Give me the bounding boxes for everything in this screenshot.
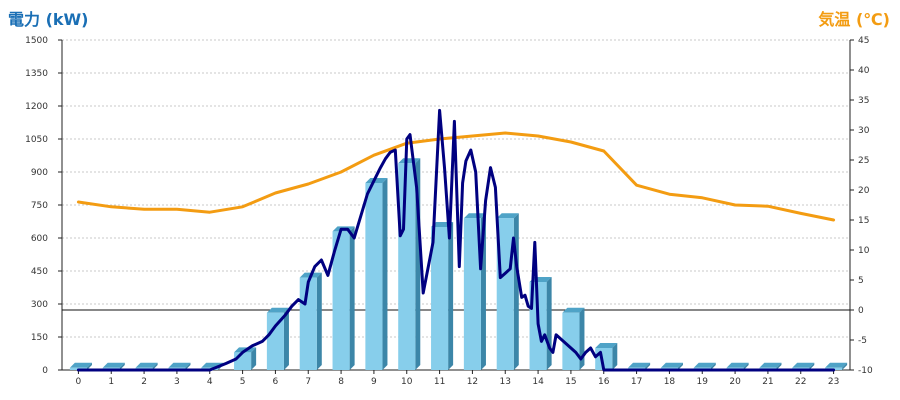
x-tick-label: 19: [697, 377, 709, 387]
bar-side: [119, 362, 125, 370]
bar-top: [726, 362, 749, 368]
x-tick-label: 18: [664, 377, 676, 387]
y-left-tick-label: 600: [31, 234, 48, 244]
bar-top: [463, 213, 486, 219]
x-tick-label: 14: [532, 377, 544, 387]
bar-side: [152, 362, 158, 370]
y-left-tick-label: 1200: [25, 102, 48, 112]
x-tick-label: 11: [434, 377, 445, 387]
bar: [463, 218, 481, 370]
y-right-tick-label: 0: [858, 306, 864, 316]
y-right-tick-label: 25: [858, 156, 869, 166]
y-right-tick-label: 10: [858, 246, 870, 256]
x-tick-label: 23: [828, 377, 839, 387]
y-left-tick-label: 1350: [25, 69, 48, 79]
y-left-tick-label: 750: [31, 201, 48, 211]
bar-side: [743, 362, 749, 370]
bar-side: [809, 362, 815, 370]
y-right-tick-label: 5: [858, 276, 864, 286]
x-tick-label: 15: [565, 377, 576, 387]
bar-side: [645, 362, 651, 370]
bar-side: [382, 178, 388, 370]
y-right-tick-label: 20: [858, 186, 870, 196]
x-tick-label: 3: [174, 377, 180, 387]
bar-side: [546, 277, 552, 370]
x-tick-label: 16: [598, 377, 610, 387]
bar-side: [612, 343, 618, 370]
bar-side: [251, 347, 257, 370]
y-left-tick-label: 0: [42, 366, 48, 376]
x-tick-label: 12: [467, 377, 478, 387]
bar-side: [710, 362, 716, 370]
bar: [398, 163, 416, 370]
bar-side: [579, 307, 585, 370]
bar-top: [69, 362, 92, 368]
bar: [332, 231, 350, 370]
y-right-tick-label: 35: [858, 96, 869, 106]
bar-top: [168, 362, 191, 368]
x-tick-label: 22: [795, 377, 806, 387]
left-axis-title: 電力 (kW): [8, 10, 89, 29]
bar: [234, 352, 252, 370]
y-right-tick-label: 45: [858, 36, 869, 46]
bar: [431, 227, 449, 370]
x-tick-label: 5: [240, 377, 246, 387]
bar-side: [513, 213, 519, 370]
y-left-tick-label: 1500: [25, 36, 48, 46]
x-tick-label: 13: [500, 377, 511, 387]
power-line: [76, 108, 836, 372]
bar: [496, 218, 514, 370]
bar-side: [185, 362, 191, 370]
y-right-tick-label: 40: [858, 66, 870, 76]
x-tick-label: 7: [305, 377, 311, 387]
bar-top: [825, 362, 848, 368]
y-right-tick-label: -5: [858, 336, 867, 346]
bar-side: [86, 362, 92, 370]
bar-side: [349, 226, 355, 370]
x-tick-label: 6: [273, 377, 279, 387]
bar-top: [759, 362, 782, 368]
x-tick-label: 10: [401, 377, 413, 387]
bar-side: [776, 362, 782, 370]
y-left-tick-label: 900: [31, 168, 48, 178]
bar-top: [365, 178, 388, 183]
y-left-tick-label: 150: [31, 333, 48, 343]
x-tick-label: 9: [371, 377, 377, 387]
y-right-tick-label: 30: [858, 126, 870, 136]
x-tick-label: 21: [762, 377, 773, 387]
y-right-tick-label: -10: [858, 366, 873, 376]
bar-top: [660, 362, 683, 368]
x-tick-label: 4: [207, 377, 213, 387]
bar-side: [448, 222, 454, 370]
bar-top: [496, 213, 519, 219]
x-tick-label: 0: [76, 377, 82, 387]
bar-top: [102, 362, 125, 368]
bar-top: [266, 307, 289, 313]
y-right-tick-label: 15: [858, 216, 869, 226]
x-tick-label: 20: [729, 377, 741, 387]
bar-side: [842, 362, 848, 370]
bar: [266, 312, 284, 370]
bar-top: [135, 362, 158, 368]
y-left-tick-label: 300: [31, 300, 48, 310]
bar: [562, 312, 580, 370]
bar-top: [693, 362, 716, 368]
bar-top: [595, 343, 618, 348]
bar: [365, 183, 383, 370]
y-left-tick-label: 450: [31, 267, 48, 277]
bar-top: [792, 362, 815, 368]
y-left-tick-label: 1050: [25, 135, 48, 145]
bar-side: [316, 272, 322, 370]
x-tick-label: 2: [141, 377, 147, 387]
x-tick-label: 8: [338, 377, 344, 387]
bar-top: [628, 362, 651, 368]
bar-side: [677, 362, 683, 370]
bar-top: [562, 307, 585, 313]
bar-side: [283, 307, 289, 370]
right-axis-title: 気温 (℃): [818, 10, 890, 29]
x-tick-label: 1: [108, 377, 114, 387]
x-tick-label: 17: [631, 377, 642, 387]
